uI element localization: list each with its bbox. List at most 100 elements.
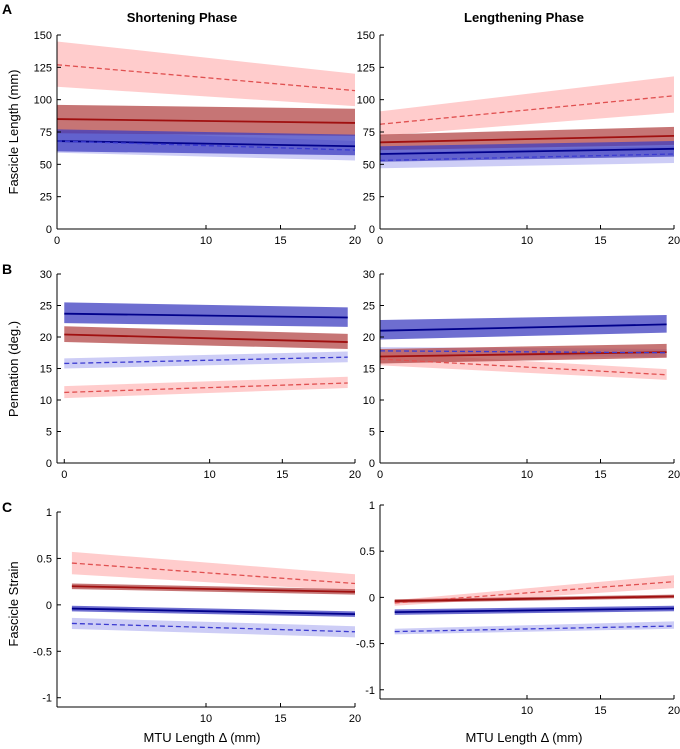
blue-solid-line	[379, 323, 667, 332]
y-tick-label: 125	[357, 62, 375, 74]
x-tick-label: 20	[668, 469, 680, 481]
y-tick-label: 100	[357, 95, 375, 107]
panel-letter-c: C	[2, 499, 12, 515]
y-tick-label: 0.5	[37, 553, 52, 565]
x-tick-label: 10	[521, 469, 533, 481]
chart-A-lengthening: 0 25 50 75 100 125 150 0 10 15 20	[357, 30, 680, 247]
y-tick-label: -0.5	[33, 646, 52, 658]
y-tick-label: 15	[363, 364, 375, 376]
blue-dashed-line	[394, 625, 675, 633]
panel-letter-b: B	[2, 261, 12, 277]
red-dashed-line	[379, 95, 675, 125]
y-tick-label: 1	[369, 500, 375, 512]
x-tick-label: 10	[521, 705, 533, 717]
red-solid-line	[64, 333, 348, 343]
red-solid-line	[394, 595, 675, 602]
y-tick-label: 0.5	[360, 546, 375, 558]
xlabel-left: MTU Length Δ (mm)	[143, 730, 260, 745]
y-tick-label: 20	[363, 332, 375, 344]
x-tick-label: 20	[349, 469, 361, 481]
blue-solid-line	[71, 607, 356, 616]
y-tick-label: 30	[40, 269, 52, 281]
red-dashed-line	[56, 64, 356, 92]
y-tick-label: 25	[363, 192, 375, 204]
y-tick-label: 25	[363, 301, 375, 313]
red-dashed-line	[71, 562, 356, 585]
x-tick-label: 10	[521, 235, 533, 247]
ylabel-a: Fascicle Length (mm)	[6, 70, 21, 195]
blue-solid-line	[394, 607, 675, 614]
y-tick-label: 30	[363, 269, 375, 281]
y-tick-label: 5	[369, 427, 375, 439]
x-tick-label: 15	[594, 705, 606, 717]
y-tick-label: 0	[369, 592, 375, 604]
y-tick-label: 20	[40, 332, 52, 344]
blue-solid-line	[379, 147, 675, 155]
y-tick-label: 100	[34, 95, 52, 107]
blue-dashed-line	[379, 153, 675, 162]
y-tick-label: -0.5	[356, 639, 375, 651]
x-tick-label: 20	[668, 235, 680, 247]
y-tick-label: 150	[34, 30, 52, 42]
y-tick-label: 10	[363, 395, 375, 407]
y-tick-label: 50	[363, 159, 375, 171]
red-solid-line	[71, 585, 356, 593]
blue-dashed-band	[394, 621, 674, 635]
y-tick-label: -1	[365, 685, 375, 697]
y-tick-label: 0	[369, 224, 375, 236]
x-tick-label: 10	[204, 469, 216, 481]
red-solid-line	[379, 134, 675, 144]
red-dashed-line	[64, 382, 348, 394]
x-tick-label: 10	[200, 235, 212, 247]
col-title-shortening: Shortening Phase	[127, 10, 238, 25]
x-tick-label: 0	[54, 235, 60, 247]
y-tick-label: 5	[46, 427, 52, 439]
y-tick-label: -1	[42, 693, 52, 705]
ylabel-b: Pennation (deg.)	[6, 321, 21, 417]
red-dashed-band	[57, 41, 355, 107]
blue-solid-line	[64, 312, 348, 319]
y-tick-label: 75	[40, 127, 52, 139]
y-tick-label: 10	[40, 395, 52, 407]
chart-A-shortening: 0 25 50 75 100 125 150 0 10 15 20	[34, 30, 361, 247]
x-tick-label: 15	[594, 469, 606, 481]
col-title-lengthening: Lengthening Phase	[464, 10, 584, 25]
blue-dashed-line	[56, 140, 356, 151]
xlabel-right: MTU Length Δ (mm)	[465, 730, 582, 745]
y-tick-label: 150	[357, 30, 375, 42]
red-solid-line	[379, 351, 667, 358]
blue-dashed-band	[64, 351, 348, 369]
blue-solid-band	[57, 129, 355, 156]
x-tick-label: 15	[276, 469, 288, 481]
chart-B-shortening: 0 5 10 15 20 25 30 0 10 15 20	[40, 269, 361, 481]
y-tick-label: 25	[40, 192, 52, 204]
x-tick-label: 15	[274, 713, 286, 725]
y-tick-label: 0	[46, 600, 52, 612]
red-dashed-band	[71, 551, 356, 591]
y-tick-label: 1	[46, 507, 52, 519]
y-tick-label: 0	[369, 458, 375, 470]
x-tick-label: 20	[349, 235, 361, 247]
red-dashed-band	[380, 76, 674, 136]
chart-C-lengthening: -1 -0.5 0 0.5 1 10 15 20	[356, 500, 680, 717]
y-tick-label: 75	[363, 127, 375, 139]
chart-C-shortening: -1 -0.5 0 0.5 1 10 15 20	[33, 507, 361, 725]
x-tick-label: 0	[61, 469, 67, 481]
y-tick-label: 0	[46, 224, 52, 236]
red-dashed-line	[394, 581, 675, 604]
red-dashed-band	[64, 376, 348, 399]
x-tick-label: 15	[594, 235, 606, 247]
x-tick-label: 0	[377, 469, 383, 481]
red-solid-line	[56, 118, 356, 124]
blue-dashed-band	[71, 617, 356, 638]
y-tick-label: 50	[40, 159, 52, 171]
x-tick-label: 10	[200, 713, 212, 725]
chart-B-lengthening: 0 5 10 15 20 25 30 0 10 15 20	[363, 269, 680, 481]
x-tick-label: 0	[377, 235, 383, 247]
panel-letter-a: A	[2, 1, 12, 17]
blue-dashed-line	[71, 622, 356, 633]
x-tick-label: 15	[274, 235, 286, 247]
x-tick-label: 20	[349, 713, 361, 725]
